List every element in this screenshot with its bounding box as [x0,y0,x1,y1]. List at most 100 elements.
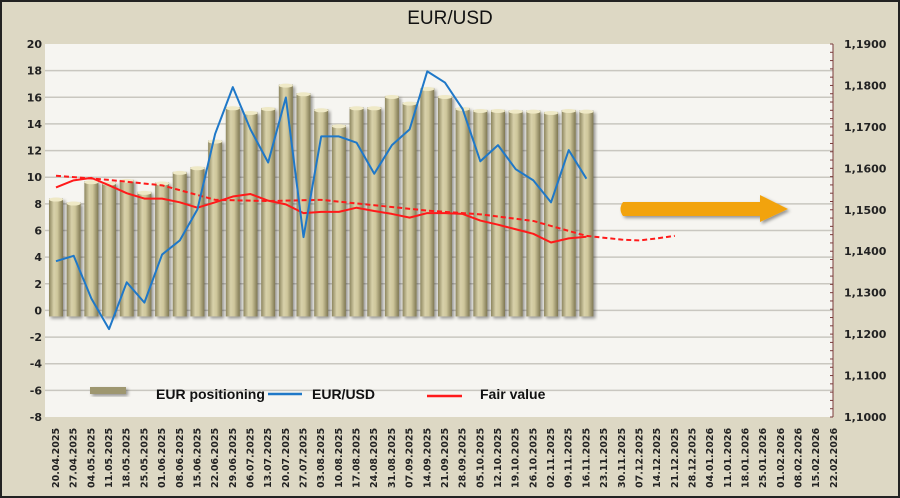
x-tick-label: 12.10.2025 [493,428,504,488]
bar-eur-positioning [84,181,99,317]
x-tick-label: 03.08.2025 [316,428,327,488]
x-tick-label: 18.01.2026 [741,428,752,488]
bar-top [491,108,505,113]
bar-top [278,83,293,88]
bar-top [208,139,223,144]
x-tick-label: 16.11.2025 [581,428,592,488]
x-tick-label: 18.05.2025 [122,428,133,488]
x-tick-label: 13.07.2025 [263,428,274,488]
y-tick-label-right: 1,1500 [844,204,887,217]
bar-eur-positioning [225,107,240,317]
x-tick-label: 15.02.2026 [811,428,822,488]
y-tick-label-left: 8 [34,198,42,211]
chart-title: EUR/USD [407,8,493,29]
x-tick-label: 10.08.2025 [334,428,345,488]
bar-eur-positioning [296,93,311,317]
y-tick-label-right: 1,1800 [844,79,887,92]
x-tick-label: 05.10.2025 [475,428,486,488]
y-tick-label-right: 1,1600 [844,162,887,175]
x-tick-label: 29.06.2025 [228,428,239,488]
x-tick-label: 04.01.2026 [705,428,716,488]
y-tick-label-left: 18 [27,65,42,78]
y-tick-label-left: -8 [30,411,42,424]
y-tick-label-left: -6 [30,384,43,397]
y-tick-label-left: -2 [30,331,42,344]
legend-label-fair-value: Fair value [480,386,546,402]
x-tick-label: 04.05.2025 [86,428,97,488]
bar-eur-positioning [243,111,258,317]
x-tick-label: 08.02.2026 [794,428,805,488]
x-tick-label: 20.04.2025 [51,428,62,488]
bar-eur-positioning [508,110,523,317]
x-tick-label: 17.08.2025 [352,428,363,488]
x-tick-label: 23.11.2025 [599,428,610,488]
bar-top [190,166,205,171]
y-tick-label-left: 14 [27,118,43,131]
x-tick-label: 19.10.2025 [511,428,522,488]
bar-top [314,108,329,113]
x-tick-label: 21.12.2025 [670,428,681,488]
x-tick-label: 22.02.2026 [829,428,840,488]
legend: EUR positioning EUR/USD Fair value [90,386,546,402]
y-tick-label-left: 0 [34,304,42,317]
y-tick-label-right: 1,1000 [844,411,887,424]
bar-top [261,106,276,111]
x-tick-label: 20.07.2025 [281,428,292,488]
bar-top [508,109,523,114]
x-tick-label: 07.09.2025 [405,428,416,488]
bar-eur-positioning [544,111,559,317]
bar-eur-positioning [349,107,364,317]
y-tick-label-left: 4 [34,251,42,264]
bar-eur-positioning [561,109,576,317]
bar-top [437,94,452,99]
legend-label-eur-usd: EUR/USD [312,386,375,402]
x-tick-label: 02.11.2025 [546,428,557,488]
bar-eur-positioning [49,198,63,317]
x-tick-label: 14.09.2025 [422,428,433,488]
x-tick-label: 06.07.2025 [245,428,256,488]
bar-top [172,170,187,175]
y-tick-label-left: -4 [30,358,43,371]
x-tick-label: 26.10.2025 [528,428,539,488]
right-arrow-icon [620,195,788,222]
bar-top [137,190,152,195]
x-tick-label: 31.08.2025 [387,428,398,488]
x-tick-label: 01.02.2026 [776,428,787,488]
x-tick-label: 25.05.2025 [139,428,150,488]
x-tick-label: 01.06.2025 [157,428,168,488]
line-fair-value [55,176,587,244]
x-tick-label: 30.11.2025 [617,428,628,488]
bar-eur-positioning [261,107,276,317]
bar-eur-positioning [526,110,541,317]
bar-eur-positioning [190,167,205,317]
bar-eur-positioning [119,179,134,317]
bar-top [84,180,99,185]
bar-eur-positioning [102,182,117,317]
bar-top [579,109,594,114]
y-tick-label-left: 16 [27,91,43,104]
bar-top [331,124,346,129]
y-tick-label-left: 10 [27,171,43,184]
y-tick-label-right: 1,1100 [844,370,887,383]
bar-top [155,181,170,186]
bar-top [526,109,541,114]
x-tick-label: 11.05.2025 [104,428,115,488]
legend-swatch-eur-positioning [90,387,126,394]
x-tick-label: 28.09.2025 [458,428,469,488]
x-tick-label: 09.11.2025 [564,428,575,488]
x-tick-label: 25.01.2026 [758,428,769,488]
bar-eur-positioning [172,171,187,317]
x-tick-label: 14.12.2025 [652,428,663,488]
x-tick-label: 27.07.2025 [299,428,310,488]
bar-top [544,110,559,115]
y-tick-label-left: 2 [34,278,42,291]
bar-eur-positioning [473,109,488,317]
x-tick-label: 21.09.2025 [440,428,451,488]
bar-eur-positioning [579,110,594,317]
y-tick-label-right: 1,1200 [844,328,887,341]
bar-eur-positioning [137,191,152,317]
y-tick-label-left: 20 [27,38,43,51]
bar-eur-positioning [155,182,170,317]
bar-eur-positioning [491,109,505,317]
